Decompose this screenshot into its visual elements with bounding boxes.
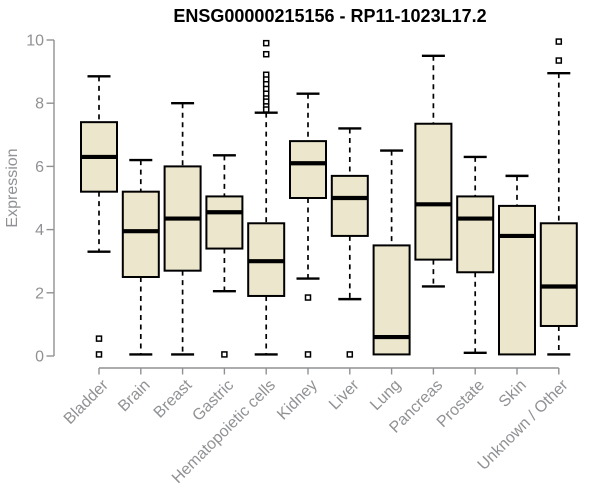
outlier-point xyxy=(346,351,354,358)
boxplot-breast xyxy=(163,101,202,356)
chart-title: ENSG00000215156 - RP11-1023L17.2 xyxy=(173,6,487,26)
iqr-box xyxy=(205,195,244,250)
outlier-point xyxy=(262,106,270,113)
iqr-box xyxy=(330,174,369,237)
boxplot-kidney xyxy=(289,92,327,358)
iqr-box xyxy=(498,204,536,356)
boxplot-lung xyxy=(372,149,411,356)
y-axis-tick-label: 2 xyxy=(35,285,44,302)
y-axis-tick-label: 6 xyxy=(35,159,44,176)
x-axis-category-label-liver: Liver xyxy=(326,376,363,413)
iqr-box xyxy=(456,195,495,274)
boxplot-unknown-other xyxy=(539,38,578,356)
y-axis-tick-label: 4 xyxy=(35,222,44,239)
boxplot-prostate xyxy=(456,155,495,355)
x-axis-category-label-brain: Brain xyxy=(115,377,153,415)
y-axis-title: Expression xyxy=(4,148,21,228)
outlier-point xyxy=(221,351,228,358)
y-axis-tick-label: 8 xyxy=(35,96,44,113)
outlier-point xyxy=(304,294,312,301)
boxplot-skin xyxy=(498,174,536,356)
outlier-point xyxy=(95,335,103,342)
boxplot-liver xyxy=(330,127,369,358)
boxplot-gastric xyxy=(205,154,244,358)
outlier-point xyxy=(262,50,270,58)
y-axis-tick-label: 10 xyxy=(26,33,44,50)
outlier-point xyxy=(95,351,103,358)
boxplot-bladder xyxy=(80,75,118,358)
y-axis-tick-label: 0 xyxy=(35,349,44,366)
x-axis-category-label-bladder: Bladder xyxy=(61,376,112,427)
outlier-point xyxy=(262,39,270,47)
x-axis-category-label-kidney: Kidney xyxy=(274,377,321,424)
x-axis-category-label-lung: Lung xyxy=(367,377,404,414)
boxplot-pancreas xyxy=(414,54,453,288)
boxplot-hematopoietic-cells xyxy=(247,39,286,356)
iqr-box xyxy=(121,190,160,278)
iqr-box xyxy=(289,140,327,199)
outlier-point xyxy=(555,57,563,64)
iqr-box xyxy=(414,122,453,261)
boxplot-brain xyxy=(121,158,160,356)
x-axis-category-label-skin: Skin xyxy=(496,377,530,411)
iqr-box xyxy=(539,222,578,327)
outlier-point xyxy=(304,351,312,358)
x-axis-category-label-breast: Breast xyxy=(151,376,196,421)
outlier-point xyxy=(555,38,563,45)
